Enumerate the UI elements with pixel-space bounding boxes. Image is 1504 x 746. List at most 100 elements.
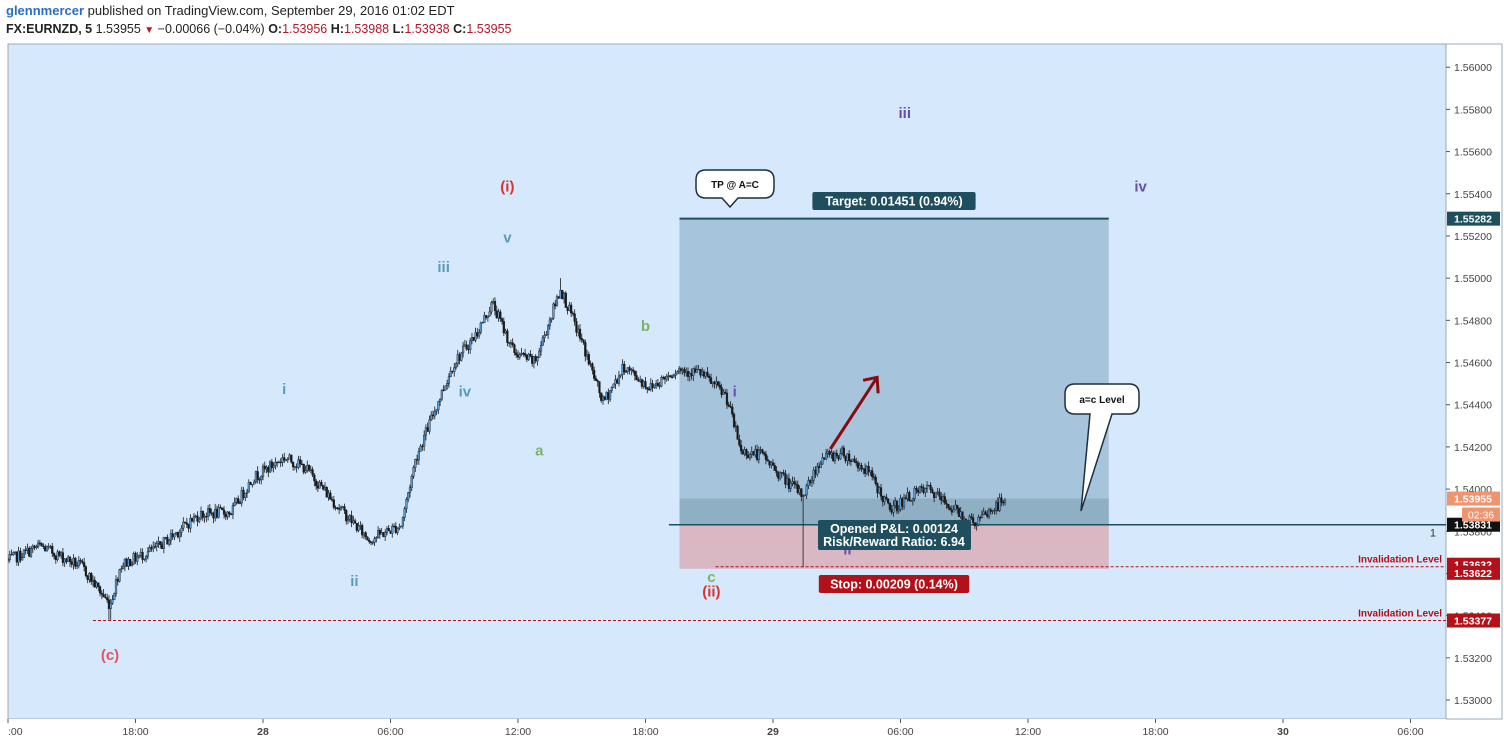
candle-body <box>26 547 29 551</box>
candle-body <box>837 455 840 460</box>
candle <box>793 477 796 489</box>
candle <box>665 373 668 382</box>
candle-body <box>768 460 771 466</box>
candle <box>410 474 413 491</box>
candle <box>931 487 934 494</box>
candle <box>722 389 725 395</box>
risk-reward-text: Risk/Reward Ratio: 6.94 <box>823 535 965 549</box>
candle-body <box>975 524 978 527</box>
candle <box>479 321 482 335</box>
candle-body <box>377 530 380 538</box>
candle-body <box>791 481 794 484</box>
candle-body <box>270 461 273 468</box>
candle-body <box>224 514 227 518</box>
candle <box>228 511 231 518</box>
candle <box>382 532 385 538</box>
candle-body <box>979 517 982 519</box>
candle-body <box>72 557 75 565</box>
tp-callout[interactable]: TP @ A=C <box>695 169 775 209</box>
y-tick-label: 1.53000 <box>1454 695 1492 707</box>
invalidation-label: Invalidation Level <box>1358 608 1442 619</box>
high-label: H: <box>330 22 344 36</box>
candle <box>268 460 272 473</box>
candle <box>81 558 84 565</box>
candle <box>21 552 24 561</box>
candle-body <box>247 482 250 493</box>
candle <box>132 551 135 565</box>
candle <box>683 366 686 377</box>
symbol-label[interactable]: FX:EURNZD, 5 <box>6 22 93 36</box>
candle <box>35 544 38 550</box>
author-link[interactable]: glennmercer <box>6 3 85 18</box>
candle-body <box>90 573 93 582</box>
candle <box>493 297 497 316</box>
candle-body <box>656 382 659 386</box>
candle-body <box>918 486 922 493</box>
time-axis[interactable] <box>8 719 1446 745</box>
candle <box>977 514 980 527</box>
candle <box>656 378 659 388</box>
candle-body <box>102 594 105 598</box>
candle <box>52 552 56 560</box>
candle-body <box>325 487 328 498</box>
candle-body <box>775 470 778 473</box>
candle-body <box>509 342 513 344</box>
candle <box>529 350 532 358</box>
candle-body <box>940 496 943 501</box>
price-axis[interactable] <box>1445 43 1503 720</box>
candle <box>118 568 121 583</box>
candle <box>527 352 530 361</box>
candle-body <box>29 548 33 557</box>
candle <box>975 522 978 531</box>
candle <box>617 370 621 387</box>
candle-body <box>146 551 149 557</box>
candle <box>871 467 874 481</box>
candle-body <box>412 467 415 477</box>
candle-body <box>672 375 675 378</box>
candle-body <box>614 379 617 385</box>
candle <box>173 533 176 541</box>
candle-body <box>95 582 98 588</box>
candle <box>302 463 305 475</box>
candle-body <box>421 445 424 448</box>
candle <box>283 452 286 464</box>
candle-body <box>118 569 121 582</box>
candle-body <box>745 449 748 456</box>
candle-body <box>116 579 119 582</box>
candle-body <box>389 530 392 534</box>
candle <box>77 556 80 569</box>
candle <box>632 367 635 374</box>
candle-body <box>695 369 698 373</box>
candle-body <box>194 515 197 517</box>
candle-body <box>100 592 103 595</box>
stop-badge[interactable]: Stop: 0.00209 (0.14%) <box>818 575 970 593</box>
candle-body <box>60 552 63 556</box>
candle <box>396 527 399 536</box>
last-price: 1.53955 <box>95 22 141 36</box>
candle <box>571 311 574 317</box>
candle <box>674 369 677 380</box>
candle-body <box>736 425 739 440</box>
candle-body <box>398 526 401 529</box>
candle <box>610 386 613 394</box>
candle-body <box>616 379 619 384</box>
candle-body <box>244 493 247 498</box>
target-badge[interactable]: Target: 0.01451 (0.94%) <box>812 192 976 210</box>
candle-body <box>844 455 847 461</box>
x-tick-label: :00 <box>8 726 23 738</box>
candle <box>148 544 151 553</box>
candle <box>745 448 748 460</box>
target-zone[interactable] <box>679 218 1109 525</box>
ac-level-callout[interactable]: a=c Level <box>1064 383 1140 512</box>
candle-body <box>392 525 396 528</box>
candle-body <box>623 363 626 373</box>
trend-arrow[interactable] <box>829 376 879 450</box>
candle-body <box>789 482 792 489</box>
candle-body <box>552 303 555 319</box>
candle-body <box>469 340 472 350</box>
candle-body <box>38 542 41 544</box>
candle-body <box>568 304 571 311</box>
candle-body <box>433 411 436 417</box>
